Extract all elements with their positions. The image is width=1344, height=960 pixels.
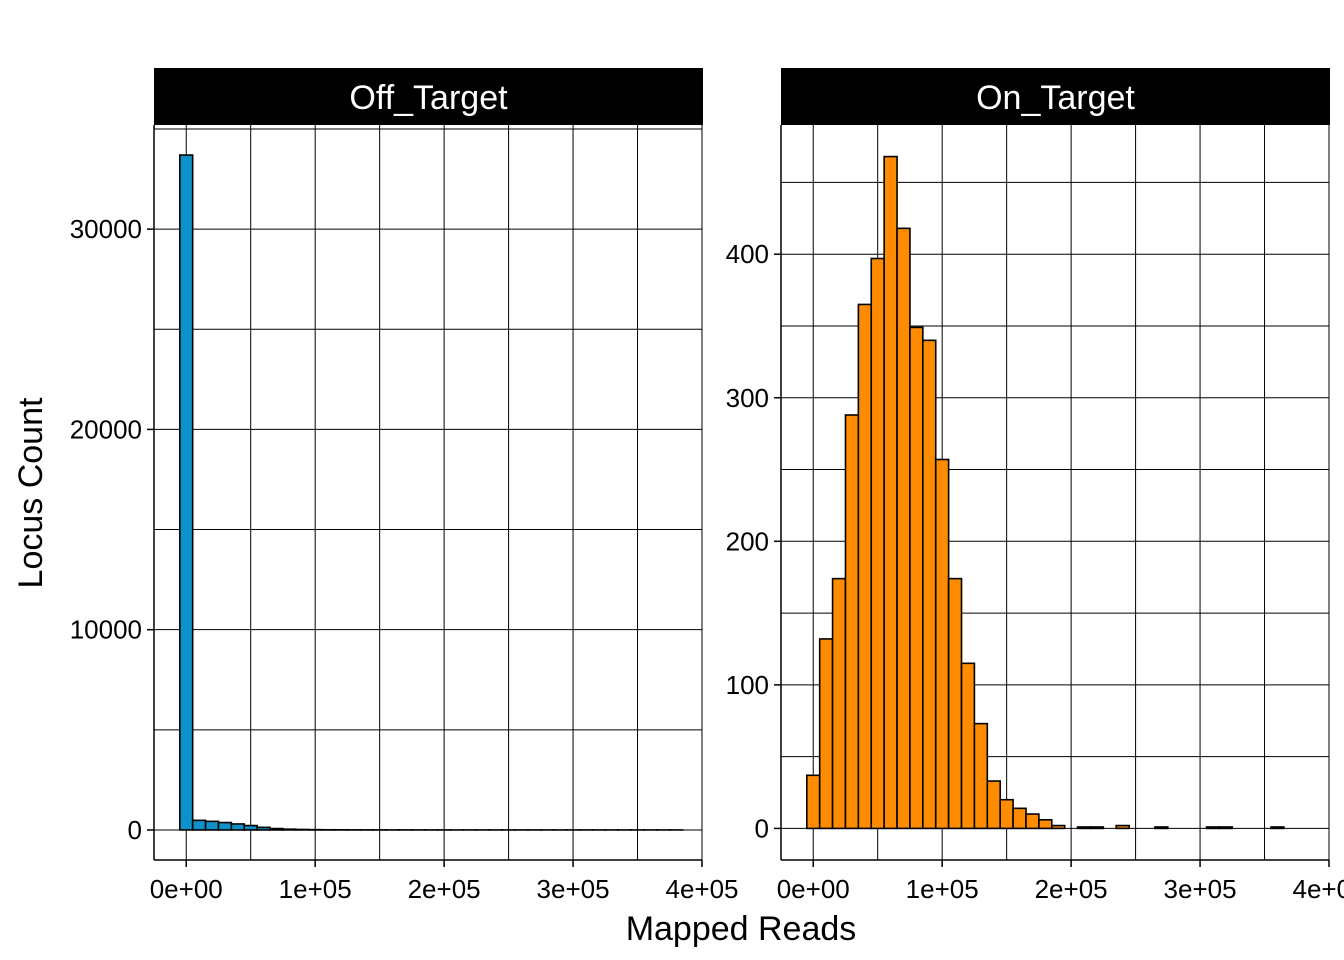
y-tick-label: 30000 xyxy=(70,214,142,244)
histogram-bar-on-target xyxy=(1025,813,1040,830)
histogram-bar-off-target xyxy=(282,828,297,831)
histogram-bar-on-target xyxy=(947,577,963,830)
facet-off-target: Off_Target 0e+00 1e+05 2e+05 3e+05 4e+05 0 100… xyxy=(70,68,739,904)
histogram-bar-on-target xyxy=(1205,826,1221,830)
y-tick-label: 20000 xyxy=(70,414,142,444)
histogram-bar-on-target xyxy=(986,780,1002,830)
histogram-bar-on-target xyxy=(1115,824,1130,830)
histogram-bar-off-target xyxy=(230,823,246,831)
histogram-bar-on-target xyxy=(1038,819,1053,830)
histogram-bar-off-target xyxy=(178,154,194,831)
y-tick-label: 100 xyxy=(726,670,769,700)
facet-on-target: On_Target 0e+00 1e+05 2e+05 3e+05 4e+05 0 100 2… xyxy=(726,68,1344,904)
y-tick-label: 300 xyxy=(726,383,769,413)
histogram-bar-on-target xyxy=(1076,826,1092,830)
histogram-bar-on-target xyxy=(818,638,834,830)
histogram-bar-off-target xyxy=(269,827,284,831)
histogram-bar-on-target xyxy=(1089,826,1105,830)
x-tick-label: 3e+05 xyxy=(537,874,610,904)
facet-strip-off-target xyxy=(154,68,703,125)
histogram-bar-on-target xyxy=(1012,807,1027,830)
histogram-bar-on-target xyxy=(844,414,860,830)
x-tick-label: 2e+05 xyxy=(1035,874,1108,904)
histogram-bar-off-target xyxy=(243,824,258,831)
histogram-bar-on-target xyxy=(922,339,937,830)
y-tick-label: 0 xyxy=(128,815,142,845)
plot-panel-off-target: 0e+00 1e+05 2e+05 3e+05 4e+05 0 10000 20000 3000… xyxy=(70,125,739,904)
histogram-bar-on-target xyxy=(896,227,911,830)
x-tick-label: 1e+05 xyxy=(906,874,979,904)
facet-strip-on-target xyxy=(781,68,1330,125)
x-tick-label: 0e+00 xyxy=(777,874,850,904)
x-tick-label: 0e+00 xyxy=(150,874,223,904)
histogram-bar-off-target xyxy=(295,828,310,831)
histogram-bar-on-target xyxy=(960,662,976,830)
histogram-bar-on-target xyxy=(805,774,821,830)
y-tick-label: 10000 xyxy=(70,615,142,645)
histogram-bar-on-target xyxy=(870,257,885,830)
panel-background-off-target xyxy=(154,125,702,860)
histogram-bar-off-target xyxy=(191,819,207,831)
x-axis-title: Mapped Reads xyxy=(626,910,857,948)
histogram-bar-on-target xyxy=(1050,824,1066,830)
y-tick-label: 200 xyxy=(726,526,769,556)
histogram-bar-off-target xyxy=(217,821,233,831)
plot-panel-on-target: 0e+00 1e+05 2e+05 3e+05 4e+05 0 100 200 300 400 xyxy=(726,125,1344,904)
histogram-bar-off-target xyxy=(256,826,271,831)
histogram-bar-on-target xyxy=(909,326,924,830)
histogram-bar-on-target xyxy=(973,722,989,830)
histogram-bar-on-target xyxy=(1218,826,1234,830)
histogram-bar-on-target xyxy=(831,577,847,830)
histogram-bar-on-target xyxy=(1154,826,1169,830)
x-tick-label: 3e+05 xyxy=(1164,874,1237,904)
y-tick-label: 0 xyxy=(755,813,769,843)
histogram-bar-on-target xyxy=(1270,826,1285,830)
y-axis-title: Locus Count xyxy=(12,397,50,588)
x-tick-label: 4e+05 xyxy=(665,874,738,904)
y-tick-label: 400 xyxy=(726,239,769,269)
facet-title-on-target: On_Target xyxy=(976,79,1135,117)
histogram-bar-on-target xyxy=(883,155,898,830)
x-tick-label: 1e+05 xyxy=(279,874,352,904)
histogram-bar-on-target xyxy=(857,303,873,830)
facet-title-off-target: Off_Target xyxy=(349,79,508,117)
histogram-bar-on-target xyxy=(934,458,950,830)
histogram-bar-off-target xyxy=(204,820,220,831)
x-tick-label: 4e+05 xyxy=(1292,874,1344,904)
x-tick-label: 2e+05 xyxy=(408,874,481,904)
histogram-bar-on-target xyxy=(999,798,1014,830)
